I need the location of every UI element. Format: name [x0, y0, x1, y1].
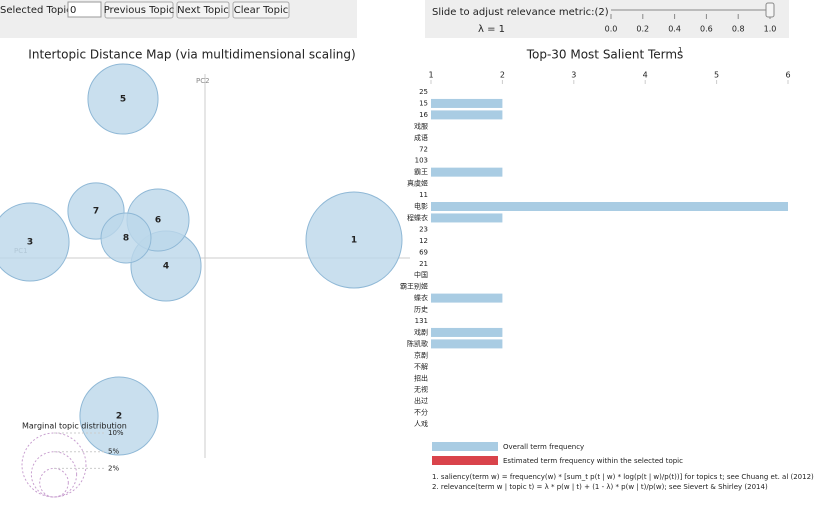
- term-label: 霸王别姬: [400, 282, 428, 291]
- slider-label: Slide to adjust relevance metric:(2): [432, 7, 609, 18]
- term-label: 真虞姬: [407, 179, 428, 188]
- legend-label: Estimated term frequency within the sele…: [503, 457, 683, 465]
- footnote: 2. relevance(term w | topic t) = λ * p(w…: [432, 483, 768, 491]
- legend-swatch: [432, 456, 498, 465]
- topic-input[interactable]: [67, 1, 102, 18]
- term-label: 23: [419, 225, 428, 233]
- term-label: 72: [419, 145, 428, 153]
- term-label: 戏剧: [414, 327, 428, 336]
- term-label: 15: [419, 99, 428, 107]
- term-label: 21: [419, 260, 428, 268]
- term-label: 戏服: [414, 121, 428, 130]
- term-label: 蝶衣: [414, 293, 428, 302]
- next-topic-button[interactable]: [176, 1, 230, 19]
- topic-label: 7: [93, 207, 99, 217]
- clear-topic-button[interactable]: [232, 1, 290, 19]
- term-label: 陈凯歌: [407, 339, 428, 348]
- x-tick-label: 5: [714, 71, 719, 80]
- term-label: 无视: [414, 385, 428, 394]
- topic-label: 3: [27, 238, 33, 248]
- term-label: 出过: [414, 396, 428, 405]
- selected-topic-label: Selected Topic:: [0, 5, 75, 16]
- x-tick-label: 1: [428, 71, 433, 80]
- size-legend-label: 5%: [108, 448, 119, 456]
- topic-label: 8: [123, 234, 129, 244]
- slider-tick-label: 0.8: [732, 25, 745, 34]
- term-label: 11: [419, 191, 428, 199]
- clear-topic-text[interactable]: Clear Topic: [234, 5, 288, 16]
- topic-label: 2: [116, 412, 122, 422]
- term-label: 人戏: [414, 419, 428, 428]
- size-legend-title: Marginal topic distribution: [22, 422, 127, 431]
- term-label: 京剧: [414, 350, 428, 359]
- term-bar: [431, 110, 503, 120]
- topic-label: 5: [120, 95, 126, 105]
- term-label: 103: [415, 157, 428, 165]
- size-legend-circle: [21, 432, 87, 498]
- term-label: 成语: [414, 133, 428, 142]
- next-topic-text[interactable]: Next Topic: [177, 5, 229, 16]
- term-bar: [431, 98, 503, 108]
- topic-bubble[interactable]: [79, 376, 159, 456]
- slider-tick-label: 0.4: [668, 25, 681, 34]
- size-legend-circle: [30, 451, 78, 498]
- topic-input-value[interactable]: 0: [70, 5, 76, 16]
- topic-bubble[interactable]: [0, 202, 70, 282]
- term-bar: [431, 202, 788, 211]
- size-legend-label: 10%: [108, 429, 124, 437]
- topic-label: 1: [351, 236, 357, 246]
- term-bar: [431, 339, 503, 349]
- slider-tick-label: 0.2: [636, 25, 649, 34]
- slider-knob[interactable]: [765, 2, 775, 18]
- x-tick-label: 4: [643, 71, 648, 80]
- topic-label: 6: [155, 216, 161, 226]
- term-label: 招出: [414, 373, 428, 382]
- terms-title-note: 1: [678, 46, 682, 54]
- slider-tick-label: 0.0: [605, 25, 618, 34]
- topic-bubble[interactable]: [305, 191, 403, 289]
- map-title: Intertopic Distance Map (via multidimens…: [28, 48, 355, 62]
- term-bar: [431, 167, 503, 177]
- x-tick-label: 2: [500, 71, 505, 80]
- lambda-label: λ = 1: [478, 24, 505, 35]
- topic-bubble[interactable]: [100, 212, 152, 264]
- x-tick-label: 3: [571, 71, 576, 80]
- legend-swatch: [432, 442, 498, 451]
- legend-label: Overall term frequency: [503, 443, 584, 451]
- term-bar: [431, 213, 503, 223]
- term-label: 中国: [414, 270, 428, 279]
- term-label: 电影: [414, 202, 428, 211]
- x-tick-label: 6: [785, 71, 790, 80]
- term-label: 不解: [414, 362, 428, 371]
- term-label: 霸王: [414, 168, 428, 176]
- relevance-panel: [425, 0, 789, 38]
- term-bar: [431, 327, 503, 337]
- term-label: 不分: [414, 408, 428, 417]
- term-label: 12: [419, 237, 428, 245]
- previous-topic-text[interactable]: Previous Topic: [104, 5, 175, 16]
- topic-label: 4: [163, 262, 169, 272]
- term-label: 69: [419, 248, 428, 256]
- topic-bubble[interactable]: [87, 63, 159, 135]
- size-legend-label: 2%: [108, 464, 119, 472]
- term-label: 程蝶衣: [407, 213, 428, 222]
- terms-title: Top-30 Most Salient Terms: [526, 48, 684, 62]
- previous-topic-button[interactable]: [104, 1, 174, 19]
- term-bar: [431, 293, 503, 303]
- size-legend-circle: [39, 467, 69, 498]
- term-label: 25: [419, 88, 428, 96]
- y-axis-label: PC2: [196, 77, 210, 85]
- term-label: 16: [419, 111, 428, 119]
- slider-tick-label: 0.6: [700, 25, 713, 34]
- term-label: 历史: [414, 305, 428, 314]
- slider-tick-label: 1.0: [764, 25, 777, 34]
- term-label: 131: [415, 317, 428, 325]
- footnote: 1. saliency(term w) = frequency(w) * [su…: [432, 473, 814, 481]
